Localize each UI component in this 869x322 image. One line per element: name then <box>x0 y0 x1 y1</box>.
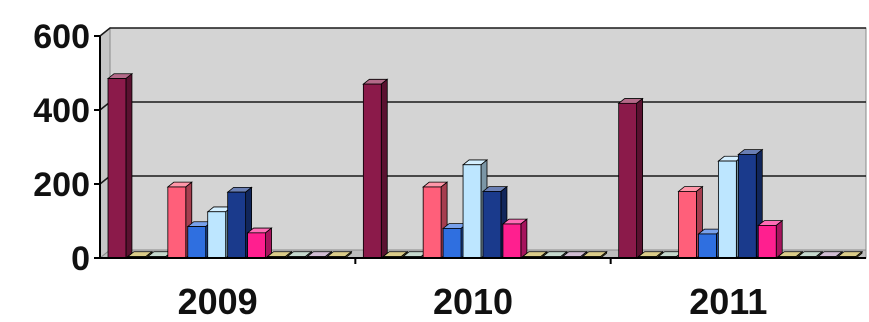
bars <box>106 72 864 259</box>
bar <box>246 227 273 259</box>
y-tick-label: 400 <box>33 92 90 130</box>
gridline <box>99 27 866 37</box>
x-tick-label: 2009 <box>178 281 258 322</box>
y-tick-label: 600 <box>33 18 90 56</box>
y-tick-label: 0 <box>71 240 90 278</box>
x-tick-label: 2011 <box>689 281 767 322</box>
y-tick-label: 200 <box>33 166 90 204</box>
x-tick-labels: 2009 2010 2011 <box>178 281 768 322</box>
x-tick-label: 2010 <box>433 281 513 322</box>
bar <box>617 97 644 259</box>
bar <box>106 72 134 259</box>
bar <box>757 219 784 259</box>
bar <box>501 218 529 259</box>
bar <box>362 78 389 259</box>
axes <box>94 35 866 264</box>
y-tick-labels: 0 200 400 600 <box>33 18 90 278</box>
